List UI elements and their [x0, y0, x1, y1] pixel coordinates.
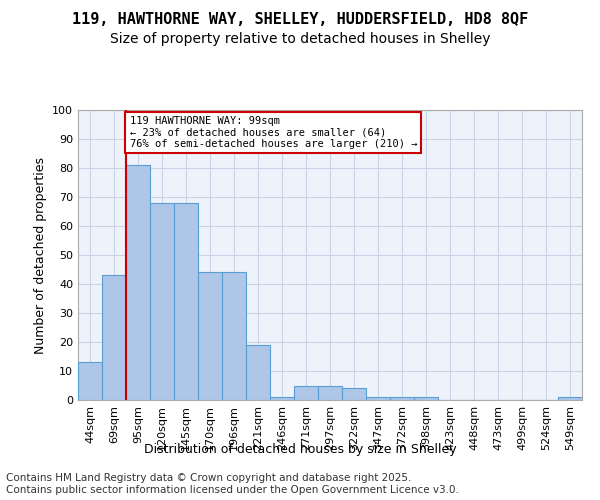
- Text: 119, HAWTHORNE WAY, SHELLEY, HUDDERSFIELD, HD8 8QF: 119, HAWTHORNE WAY, SHELLEY, HUDDERSFIEL…: [72, 12, 528, 28]
- Bar: [294, 386, 318, 400]
- Y-axis label: Number of detached properties: Number of detached properties: [34, 156, 47, 354]
- Bar: [78, 362, 102, 400]
- Bar: [102, 276, 126, 400]
- Bar: [150, 203, 174, 400]
- Bar: [318, 386, 342, 400]
- Bar: [270, 397, 294, 400]
- Bar: [198, 272, 222, 400]
- Bar: [366, 397, 390, 400]
- Bar: [414, 397, 438, 400]
- Text: Contains HM Land Registry data © Crown copyright and database right 2025.
Contai: Contains HM Land Registry data © Crown c…: [6, 474, 459, 495]
- Bar: [390, 397, 414, 400]
- Bar: [558, 397, 582, 400]
- Text: Distribution of detached houses by size in Shelley: Distribution of detached houses by size …: [143, 442, 457, 456]
- Bar: [222, 272, 246, 400]
- Bar: [174, 203, 198, 400]
- Bar: [342, 388, 366, 400]
- Text: 119 HAWTHORNE WAY: 99sqm
← 23% of detached houses are smaller (64)
76% of semi-d: 119 HAWTHORNE WAY: 99sqm ← 23% of detach…: [130, 116, 417, 149]
- Bar: [246, 345, 270, 400]
- Text: Size of property relative to detached houses in Shelley: Size of property relative to detached ho…: [110, 32, 490, 46]
- Bar: [126, 165, 150, 400]
